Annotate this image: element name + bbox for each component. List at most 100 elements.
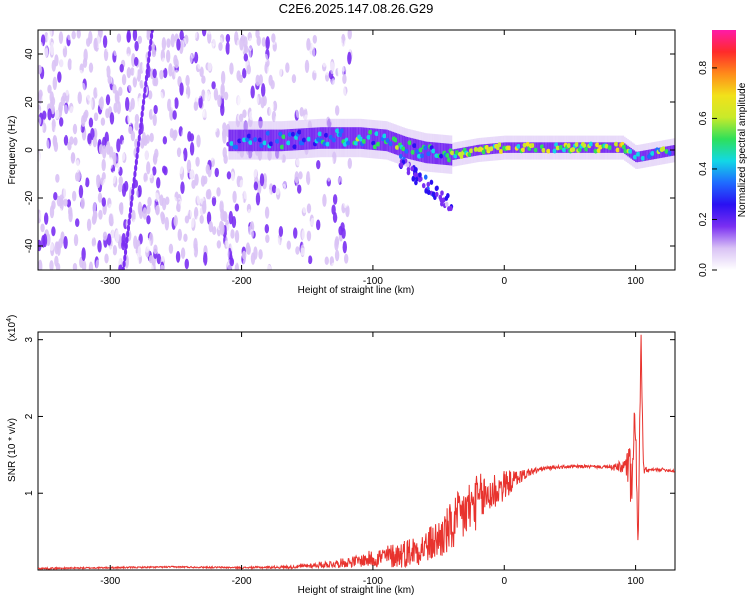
spectrogram-cell <box>93 112 99 122</box>
spectrogram-cell <box>180 141 185 151</box>
spectrogram-cell <box>239 37 244 51</box>
spectrogram-cell <box>264 251 269 262</box>
spectrogram-cell <box>291 74 297 84</box>
spectrogram-cell <box>130 130 136 142</box>
spectrogram-cell <box>285 62 290 73</box>
spectrogram-band-edge <box>430 142 432 164</box>
spectrogram-streak <box>143 86 147 94</box>
spectrogram-cell <box>77 122 82 135</box>
spectrogram-band-cell <box>281 134 286 140</box>
spectrogram-cell <box>264 206 270 219</box>
spectrogram-cell <box>156 214 162 228</box>
spectrogram-cell <box>130 67 135 76</box>
spectrogram-cell <box>213 123 218 133</box>
spectrogram-cell <box>121 73 127 86</box>
spectrogram-band-edge <box>326 127 328 149</box>
spectrogram-cell <box>121 94 126 104</box>
spectrogram-band-cell <box>301 137 307 143</box>
spectrogram-cell <box>272 100 278 112</box>
spectrogram-cell <box>307 255 313 265</box>
spectrogram-cell <box>41 184 46 194</box>
spectrogram-cell <box>246 64 251 75</box>
spectrogram-cell <box>49 41 55 56</box>
spectrogram-cell <box>113 126 118 140</box>
spectrogram-cell <box>141 131 147 146</box>
spectrogram-cell <box>190 47 196 59</box>
spectrogram-band-cell <box>278 131 283 137</box>
spectrogram-cell <box>291 253 296 268</box>
spectrogram-band-edge <box>230 129 232 152</box>
spectrogram-cell <box>160 264 165 270</box>
spectrogram-band-cell <box>265 130 271 136</box>
spectrogram-cell <box>183 200 189 215</box>
spectrogram-cell <box>67 183 72 195</box>
spectrogram-band-cell <box>516 144 521 149</box>
spectrogram-cell <box>222 122 227 132</box>
spectrogram-cell <box>274 161 280 170</box>
spectrogram-band-edge <box>266 129 268 152</box>
spectrogram-cell <box>301 87 306 99</box>
spectrogram-band-cell <box>407 140 412 146</box>
spectrogram-band-edge <box>286 129 289 151</box>
spectrogram-band-edge <box>441 143 443 165</box>
spectrogram-streak <box>136 146 140 154</box>
spectrogram-cell <box>124 164 129 176</box>
spectrogram-band-edge <box>619 142 621 153</box>
spectrogram-streak <box>135 152 139 160</box>
spectrogram-band-cell <box>450 150 455 156</box>
spectrogram-band-edge <box>512 142 514 153</box>
spectrogram-streak <box>122 260 126 268</box>
spectrogram-band-cell <box>574 142 579 147</box>
spectrogram-cell <box>78 184 84 199</box>
spectrogram-streak <box>150 30 154 34</box>
spectrogram-cell <box>118 216 123 230</box>
spectrogram-band-edge <box>597 142 599 153</box>
spectrogram-cell <box>176 203 181 212</box>
spectrogram-band-edge <box>324 127 327 149</box>
spectrogram-band-edge <box>313 127 316 150</box>
spectrogram-band-edge <box>285 129 287 151</box>
spectrogram-cell <box>74 171 80 182</box>
spectrogram-cell <box>70 59 76 71</box>
spectrogram-band-cell <box>275 138 280 144</box>
spectrogram-cell <box>46 33 52 45</box>
spectrogram-band-cell <box>607 145 613 151</box>
spectrogram-band-cell <box>481 149 486 155</box>
spectrogram-cell <box>180 247 186 259</box>
x-tick-label: -100 <box>363 276 383 287</box>
spectrogram-band-edge <box>376 128 379 151</box>
spectrogram-cell <box>325 107 331 117</box>
spectrogram-band-cell <box>368 129 373 135</box>
spectrogram-cell <box>304 182 309 195</box>
spectrogram-band-cell <box>358 136 364 142</box>
spectrogram-band-cell <box>325 141 330 147</box>
spectrogram-band-edge <box>553 142 555 153</box>
spectrogram-streak <box>123 254 127 262</box>
spectrogram-cell <box>166 38 171 48</box>
spectrogram-cell <box>350 219 355 232</box>
spectrogram-band-edge <box>617 142 620 153</box>
spectrogram-band-edge <box>310 127 312 150</box>
spectrogram-cell <box>49 91 54 104</box>
spectrogram-band-cell <box>361 139 367 144</box>
spectrogram-band-edge <box>373 128 376 151</box>
spectrogram-cell <box>172 153 177 167</box>
spectrogram-band-cell <box>613 141 619 147</box>
spectrogram-cell <box>329 156 334 167</box>
spectrogram-cell <box>81 227 87 239</box>
spectrogram-cell <box>297 184 302 194</box>
spectrogram-cell <box>252 164 258 178</box>
spectrogram-band-edge <box>436 142 439 165</box>
spectrogram-band-cell <box>530 143 535 148</box>
spectrogram-cell <box>229 257 235 267</box>
spectrogram-cell <box>88 80 93 92</box>
spectrogram-cell <box>110 229 116 242</box>
spectrogram-cell <box>126 30 131 43</box>
spectrogram-cell <box>88 261 94 270</box>
spectrogram-cell <box>145 134 150 144</box>
spectrogram-cell <box>229 62 234 75</box>
spectrogram-band-edge <box>524 142 527 153</box>
spectrogram-band-edge <box>562 142 565 153</box>
